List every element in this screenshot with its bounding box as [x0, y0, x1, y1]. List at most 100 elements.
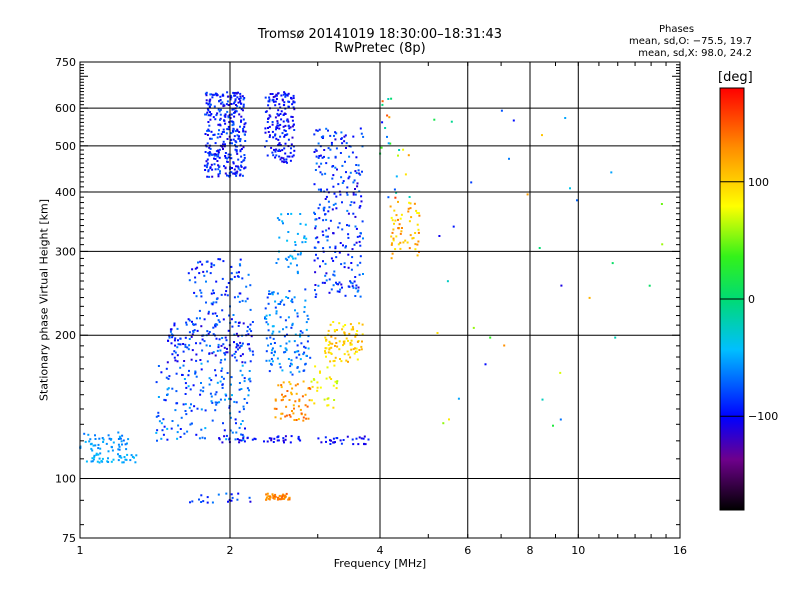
data-point [267, 323, 270, 326]
data-point [355, 227, 358, 230]
data-point [194, 276, 197, 279]
data-point [233, 102, 235, 105]
data-point [243, 97, 246, 99]
data-point [249, 500, 252, 503]
data-point [226, 347, 228, 350]
data-point [291, 155, 294, 158]
data-point [343, 353, 346, 356]
data-point [198, 437, 201, 440]
data-point [399, 241, 402, 244]
data-point [295, 350, 298, 353]
data-point [247, 333, 250, 336]
data-point [293, 101, 296, 104]
data-point [214, 118, 217, 121]
data-point [199, 317, 201, 320]
data-point [214, 324, 216, 327]
data-point [282, 439, 285, 442]
data-point [323, 281, 326, 284]
data-point [207, 170, 210, 173]
data-point [438, 235, 441, 237]
data-point [236, 152, 239, 155]
data-point [329, 323, 332, 326]
data-point [244, 166, 247, 169]
data-point [220, 293, 223, 296]
data-point [239, 354, 242, 357]
data-point [217, 319, 220, 322]
data-point [231, 278, 233, 281]
data-point [275, 148, 278, 151]
data-point [408, 220, 411, 223]
data-point [235, 401, 238, 404]
data-point [227, 125, 230, 128]
data-point [234, 94, 237, 97]
data-point [288, 414, 291, 416]
data-point [346, 350, 349, 353]
data-point [315, 129, 318, 132]
data-point [205, 301, 207, 304]
data-point [350, 268, 353, 271]
data-point [97, 443, 100, 446]
data-point [231, 108, 234, 111]
data-point [294, 384, 297, 387]
phase-stats-x-mode: mean, sd,X: 98.0, 24.2 [638, 48, 752, 59]
data-point [330, 144, 333, 146]
data-point [267, 344, 270, 347]
data-point [318, 203, 321, 206]
data-point [238, 106, 241, 109]
data-point [211, 401, 214, 404]
data-point [91, 449, 94, 452]
data-point [337, 183, 340, 186]
data-point [332, 437, 335, 440]
data-point [395, 175, 398, 178]
data-point [324, 213, 327, 216]
data-point [271, 93, 274, 95]
data-point [351, 248, 354, 251]
data-point [235, 165, 237, 168]
data-point [290, 115, 293, 118]
data-point [265, 140, 268, 143]
data-point [235, 149, 238, 152]
data-point [331, 342, 334, 345]
data-point [292, 404, 295, 407]
data-point [283, 158, 286, 161]
data-point [354, 295, 357, 297]
data-point [235, 431, 238, 434]
data-point [280, 384, 283, 387]
data-point [284, 124, 287, 127]
data-point [214, 142, 217, 145]
data-point [304, 413, 307, 416]
data-point [173, 324, 176, 327]
data-point [234, 350, 237, 353]
data-point [282, 113, 285, 116]
data-point [222, 260, 225, 263]
data-point [352, 212, 355, 215]
data-point [237, 135, 240, 138]
data-point [333, 399, 336, 401]
data-point [346, 224, 348, 227]
x-tick-label: 16 [673, 544, 687, 557]
data-point [327, 227, 330, 230]
data-point [233, 94, 236, 97]
data-point [346, 193, 349, 196]
data-point [207, 128, 210, 131]
data-point [206, 134, 209, 136]
data-point [90, 447, 93, 450]
data-point [306, 340, 309, 343]
data-point [203, 318, 206, 321]
data-point [241, 420, 244, 422]
data-point [327, 351, 330, 354]
data-point [327, 200, 330, 203]
data-point [242, 408, 245, 411]
data-point [325, 218, 328, 221]
data-point [288, 340, 291, 343]
data-point [117, 443, 120, 446]
data-point [323, 398, 326, 401]
data-point [358, 322, 361, 325]
data-point [239, 100, 241, 103]
data-point [112, 458, 115, 461]
data-point [237, 158, 240, 161]
data-point [282, 125, 285, 128]
data-point [223, 435, 226, 438]
data-point [176, 346, 179, 349]
data-point [335, 281, 337, 284]
